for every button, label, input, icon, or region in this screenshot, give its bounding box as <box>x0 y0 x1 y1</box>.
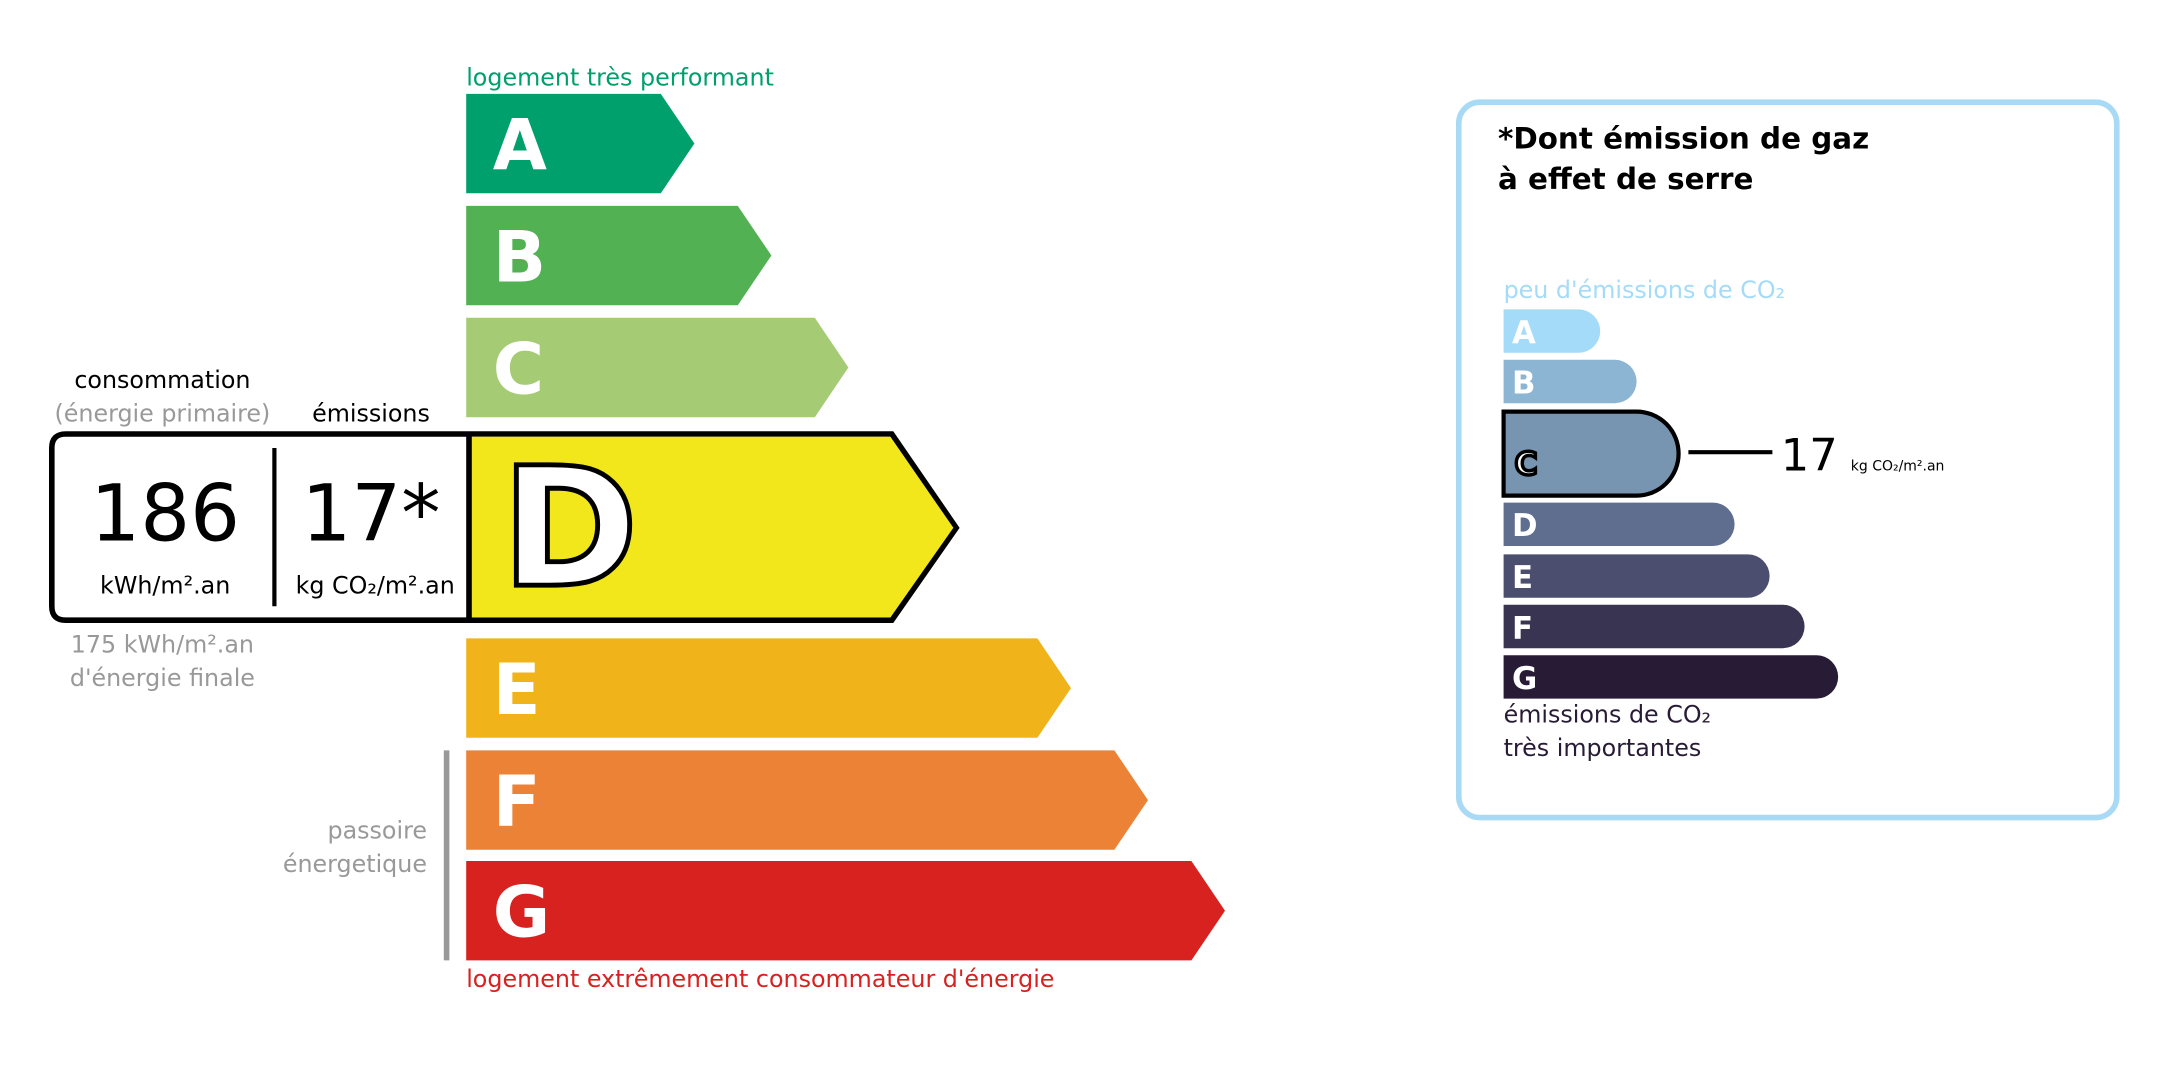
energy-bar-letter: C <box>493 328 544 410</box>
emissions-value: 17* <box>302 468 441 559</box>
ges-bar-C <box>1501 409 1681 498</box>
ges-title-2: à effet de serre <box>1498 162 1753 196</box>
ges-bottom-label: émissions de CO₂ <box>1504 700 1712 728</box>
consumption-subheader: (énergie primaire) <box>54 399 270 427</box>
current-class-letter: D <box>501 432 638 624</box>
passoire-label-2: énergetique <box>283 850 427 878</box>
energy-bar-letter: F <box>493 761 541 843</box>
energy-bar-letter: A <box>493 104 547 186</box>
energy-bar-F <box>466 750 1148 850</box>
ges-bar-letter: G <box>1512 661 1537 697</box>
emissions-header: émissions <box>312 399 430 427</box>
ges-bar-letter: B <box>1512 365 1535 401</box>
ges-bottom-label-2: très importantes <box>1504 734 1702 762</box>
energy-bar-G <box>466 861 1225 961</box>
ges-bar-D <box>1503 502 1735 547</box>
ges-bar-G <box>1503 655 1839 699</box>
ges-unit: kg CO₂/m².an <box>1851 458 1945 474</box>
final-energy-value: 175 kWh/m².an <box>71 630 254 658</box>
consumption-value: 186 <box>90 468 240 559</box>
energy-bar-D <box>468 436 954 618</box>
emissions-unit: kg CO₂/m².an <box>296 572 455 600</box>
ges-value: 17 <box>1781 428 1838 481</box>
ges-bar-B <box>1503 359 1637 404</box>
bottom-label: logement extrêmement consommateur d'éner… <box>466 965 1054 993</box>
final-energy-label: d'énergie finale <box>70 664 255 692</box>
energy-bar-letter: E <box>493 649 541 731</box>
ges-bar-letter: F <box>1512 610 1533 646</box>
energy-bar-letter: G <box>493 872 550 954</box>
ges-bar-E <box>1503 554 1770 598</box>
top-label: logement très performant <box>466 63 774 91</box>
consumption-header: consommation <box>74 366 250 394</box>
energy-class-bars: ABC EFG <box>466 93 1225 961</box>
ges-bar-F <box>1503 604 1805 649</box>
energy-bar-letter: B <box>493 216 546 298</box>
ges-top-label: peu d'émissions de CO₂ <box>1504 276 1786 304</box>
energy-bar-E <box>466 638 1071 738</box>
ges-bar-letter: E <box>1512 560 1533 596</box>
passoire-label: passoire <box>327 817 427 845</box>
ges-bar-letter: C <box>1515 447 1538 483</box>
consumption-unit: kWh/m².an <box>100 572 230 600</box>
energy-bar-B <box>466 205 772 306</box>
ges-bar-letter: D <box>1512 508 1538 544</box>
ges-title: *Dont émission de gaz <box>1498 121 1869 155</box>
energy-bar-C <box>466 317 849 418</box>
energy-bar-A <box>466 93 695 194</box>
ges-bar-letter: A <box>1512 315 1536 351</box>
ges-bar-A <box>1503 309 1601 353</box>
